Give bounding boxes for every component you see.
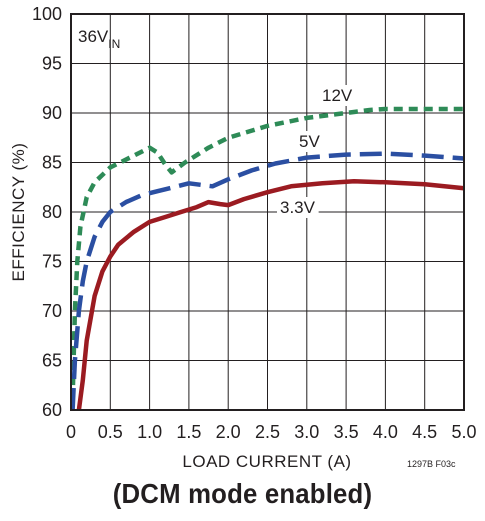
efficiency-chart: 0 0.5 1.0 1.5 2.0 2.5 3.0 3.5 4.0 4.5 5.0 60 65 70 75… [9,4,477,471]
x-tick-label: 3.5 [334,422,359,442]
grid [70,13,465,411]
y-tick-label: 70 [42,301,62,321]
series-label-12v: 12V [322,86,353,105]
x-tick-label: 0.5 [98,422,123,442]
x-tick-label: 0 [66,422,76,442]
figure-code: 1297B F03c [407,459,456,469]
series-layer [70,106,465,411]
series-label-backdrop [277,197,319,218]
y-tick-label: 65 [42,351,62,371]
x-tick-label: 3.0 [294,422,319,442]
y-tick-label: 100 [32,4,62,24]
series-label-backdrop [319,85,356,106]
y-tick-label: 90 [42,103,62,123]
chart-caption: (DCM mode enabled) [112,478,373,509]
series-line-5v [70,151,465,411]
x-tick-label: 5.0 [451,422,476,442]
x-tick-label: 4.5 [412,422,437,442]
x-axis-title: LOAD CURRENT (A) [182,452,351,471]
y-tick-label: 95 [42,54,62,74]
y-tick-labels: 60 65 70 75 80 85 90 95 100 [32,4,62,420]
x-tick-labels: 0 0.5 1.0 1.5 2.0 2.5 3.0 3.5 4.0 4.5 5.0 [66,422,477,442]
plot-frame [70,13,465,411]
y-tick-label: 80 [42,202,62,222]
y-tick-label: 75 [42,252,62,272]
input-voltage-sub: IN [108,37,120,51]
series-label-5v: 5V [299,132,320,151]
series-label-backdrop [296,131,324,152]
x-tick-label: 2.5 [255,422,280,442]
series-label-3v3: 3.3V [280,198,316,217]
series-line-12v [70,106,464,401]
x-tick-label: 1.0 [137,422,162,442]
x-tick-label: 4.0 [373,422,398,442]
y-tick-label: 60 [42,400,62,420]
series-line-3-3v [76,179,465,411]
y-axis-title: EFFICIENCY (%) [9,143,28,282]
input-voltage-annotation: 36VIN [78,27,120,51]
x-tick-label: 2.0 [216,422,241,442]
input-voltage-main: 36V [78,27,109,46]
y-tick-label: 85 [42,153,62,173]
x-tick-label: 1.5 [176,422,201,442]
